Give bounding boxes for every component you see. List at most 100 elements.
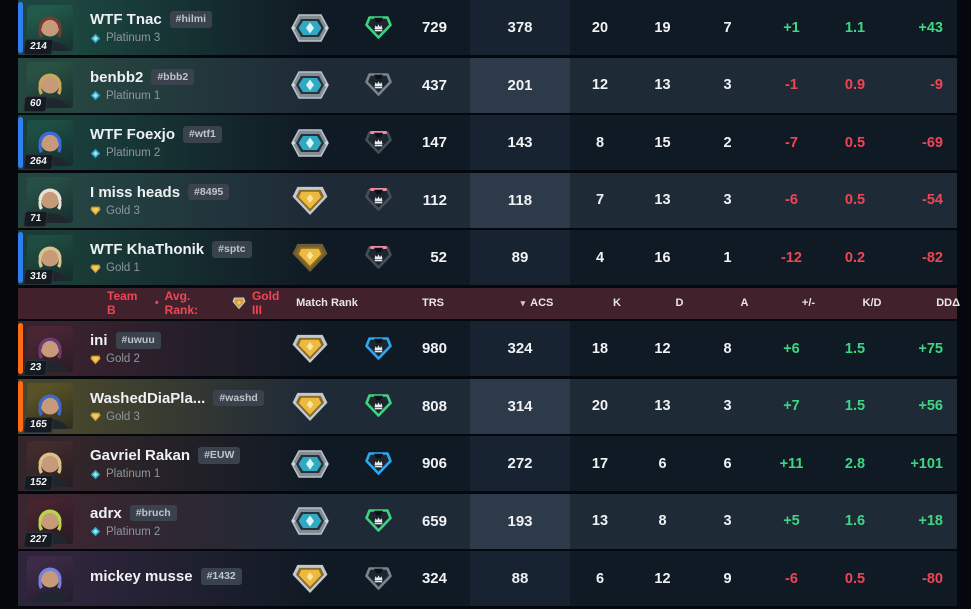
player-row[interactable]: 23 ini #uwuu Gold 2 — [18, 321, 957, 376]
round-accent-bar — [18, 2, 23, 53]
col-header-kills[interactable]: K — [613, 297, 621, 309]
trs-pentagon-icon — [345, 334, 392, 364]
match-rank-badge — [275, 562, 345, 595]
match-rank-badge — [275, 241, 345, 274]
player-info: WTF KhaThonik #sptc Gold 1 — [90, 241, 275, 274]
trs-cell: 147 — [345, 128, 457, 158]
player-rank-line: Platinum 1 — [90, 90, 275, 102]
rank-tier-icon — [90, 526, 101, 537]
assists-value: 3 — [723, 77, 732, 93]
trs-cell: 52 — [345, 243, 457, 273]
player-row[interactable]: 264 WTF Foexjo #wtf1 Platinum 2 — [18, 115, 957, 170]
player-name: ini — [90, 332, 108, 349]
trs-pentagon-icon — [345, 70, 392, 100]
agent-avatar — [27, 555, 73, 602]
player-rank-label: Gold 1 — [106, 262, 140, 274]
player-row[interactable]: 152 Gavriel Rakan #EUW Platinum — [18, 436, 957, 491]
kills-value: 17 — [591, 455, 609, 472]
deaths-value: 15 — [654, 134, 671, 151]
kd-ratio-value: 0.5 — [844, 134, 866, 151]
player-info: benbb2 #bbb2 Platinum 1 — [90, 69, 275, 102]
damage-delta-value: +43 — [918, 19, 943, 36]
rank-tier-icon — [90, 469, 101, 480]
team-b-header-row: Team B • Avg. Rank: Gold III Match Rank … — [18, 287, 960, 319]
platinum-rank-icon — [291, 13, 329, 42]
player-name: I miss heads — [90, 183, 181, 201]
match-rank-badge — [275, 127, 345, 159]
player-info: WashedDiaPla... #washd Gold 3 — [90, 390, 275, 423]
kd-ratio-value: 1.5 — [844, 340, 866, 357]
trs-pentagon-icon — [345, 449, 392, 479]
player-tag-badge: #uwuu — [115, 332, 161, 349]
trs-value: 659 — [421, 512, 447, 530]
col-header-match-rank[interactable]: Match Rank — [296, 297, 358, 309]
player-row[interactable]: 165 WashedDiaPla... #washd Gold — [18, 378, 957, 434]
acs-value: 378 — [470, 0, 570, 55]
trs-pentagon-icon — [345, 185, 392, 215]
agent-portrait-icon — [27, 556, 73, 602]
player-info: mickey musse #1432 — [90, 568, 275, 589]
player-tag-badge: #EUW — [198, 447, 241, 464]
avg-rank-label: Avg. Rank: — [164, 289, 199, 317]
col-header-deaths[interactable]: D — [675, 297, 684, 309]
col-header-acs[interactable]: ▾ ACS — [487, 297, 587, 309]
player-rank-label: Platinum 2 — [106, 525, 161, 538]
col-header-plus-minus[interactable]: +/- — [801, 297, 816, 309]
plus-minus-value: -1 — [785, 77, 798, 93]
round-accent-bar — [18, 323, 23, 374]
player-name: WTF Tnac — [90, 11, 162, 28]
team-name: Team B — [107, 289, 138, 317]
trs-value: 147 — [421, 134, 447, 151]
deaths-value: 13 — [654, 398, 671, 414]
trs-value: 324 — [421, 570, 447, 587]
player-row[interactable]: mickey musse #1432 — [18, 551, 957, 606]
col-header-assists[interactable]: A — [740, 297, 749, 309]
team-b-rows: 23 ini #uwuu Gold 2 — [18, 321, 957, 606]
kills-value: 7 — [595, 192, 605, 208]
kills-value: 12 — [591, 77, 609, 93]
match-rank-badge — [275, 332, 345, 365]
kd-ratio-value: 0.2 — [844, 249, 866, 266]
deaths-value: 8 — [658, 513, 667, 529]
assists-value: 1 — [723, 249, 732, 266]
trs-value: 437 — [421, 76, 447, 94]
trs-cell: 808 — [345, 391, 457, 421]
avatar-level-badge: 23 — [23, 359, 49, 376]
trs-cell: 659 — [345, 506, 457, 536]
kd-ratio-value: 1.6 — [844, 513, 866, 529]
trs-value: 112 — [422, 191, 447, 209]
player-tag-badge: #hilmi — [169, 11, 213, 28]
col-header-damage-delta[interactable]: DDΔ — [936, 297, 960, 309]
rank-tier-icon — [90, 90, 101, 101]
avg-rank-value: Gold III — [251, 289, 280, 317]
col-header-trs[interactable]: TRS — [422, 297, 444, 309]
match-rank-badge — [275, 69, 345, 101]
rank-tier-icon — [90, 148, 101, 159]
player-row[interactable]: 214 WTF Tnac #hilmi Platinum 3 — [18, 0, 957, 55]
plus-minus-value: -6 — [785, 570, 798, 587]
player-info: I miss heads #8495 Gold 3 — [90, 184, 275, 217]
acs-value: 272 — [470, 436, 570, 491]
trs-pentagon-icon — [345, 243, 392, 273]
trs-cell: 980 — [345, 334, 457, 364]
kills-value: 20 — [591, 398, 609, 414]
player-row[interactable]: 71 I miss heads #8495 Gold 3 — [18, 172, 957, 228]
player-name: adrx — [90, 504, 122, 522]
separator-dot: • — [154, 297, 159, 309]
avatar-level-badge: 152 — [23, 474, 54, 491]
plus-minus-value: -12 — [781, 249, 802, 266]
player-row[interactable]: 227 adrx #bruch Platinum 2 — [18, 493, 957, 549]
assists-value: 8 — [723, 340, 732, 357]
kills-value: 13 — [591, 513, 609, 529]
acs-value: 314 — [470, 378, 570, 434]
player-rank-line: Platinum 2 — [90, 147, 275, 159]
col-header-kd[interactable]: K/D — [862, 297, 882, 309]
player-info: ini #uwuu Gold 2 — [90, 332, 275, 365]
assists-value: 3 — [723, 192, 732, 208]
player-row[interactable]: 60 benbb2 #bbb2 Platinum 1 — [18, 57, 957, 113]
player-row[interactable]: 316 WTF KhaThonik #sptc Gold 1 — [18, 230, 957, 285]
player-info: WTF Foexjo #wtf1 Platinum 2 — [90, 126, 275, 159]
gold-rank-icon — [292, 564, 328, 594]
rank-tier-icon — [90, 33, 101, 44]
deaths-value: 19 — [654, 19, 671, 36]
